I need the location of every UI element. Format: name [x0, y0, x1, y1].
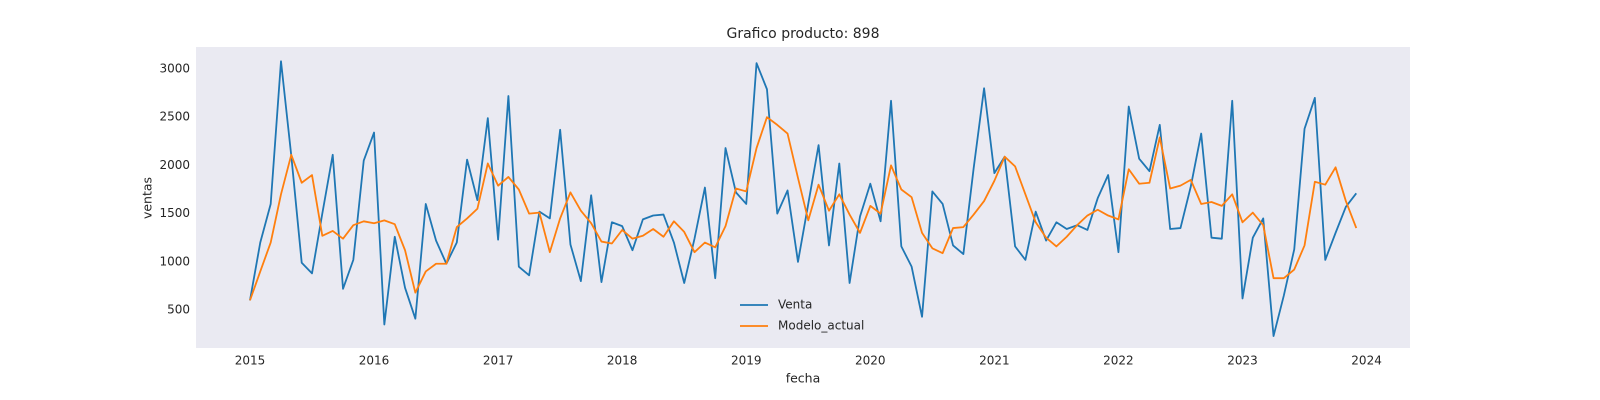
- y-tick-label: 500: [167, 303, 190, 317]
- x-tick-label: 2024: [1351, 354, 1382, 368]
- x-tick-label: 2023: [1227, 354, 1258, 368]
- y-tick-label: 1500: [159, 206, 190, 220]
- x-axis-label: fecha: [786, 371, 821, 386]
- x-tick-label: 2020: [855, 354, 886, 368]
- x-tick-label: 2022: [1103, 354, 1134, 368]
- x-tick-label: 2021: [979, 354, 1010, 368]
- x-tick-label: 2016: [359, 354, 390, 368]
- y-axis-label: ventas: [140, 177, 155, 219]
- y-tick-label: 1000: [159, 254, 190, 268]
- x-tick-label: 2019: [731, 354, 762, 368]
- x-tick-label: 2017: [483, 354, 514, 368]
- line-series: [249, 116, 1358, 301]
- x-tick-label: 2015: [235, 354, 266, 368]
- legend-label: Venta: [778, 298, 812, 312]
- chart-title: Grafico producto: 898: [726, 26, 879, 42]
- line-series: [249, 60, 1357, 337]
- y-tick-label: 2000: [159, 158, 190, 172]
- x-tick-label: 2018: [607, 354, 638, 368]
- legend-label: Modelo_actual: [778, 319, 864, 333]
- y-tick-label: 2500: [159, 110, 190, 124]
- y-tick-label: 3000: [159, 61, 190, 75]
